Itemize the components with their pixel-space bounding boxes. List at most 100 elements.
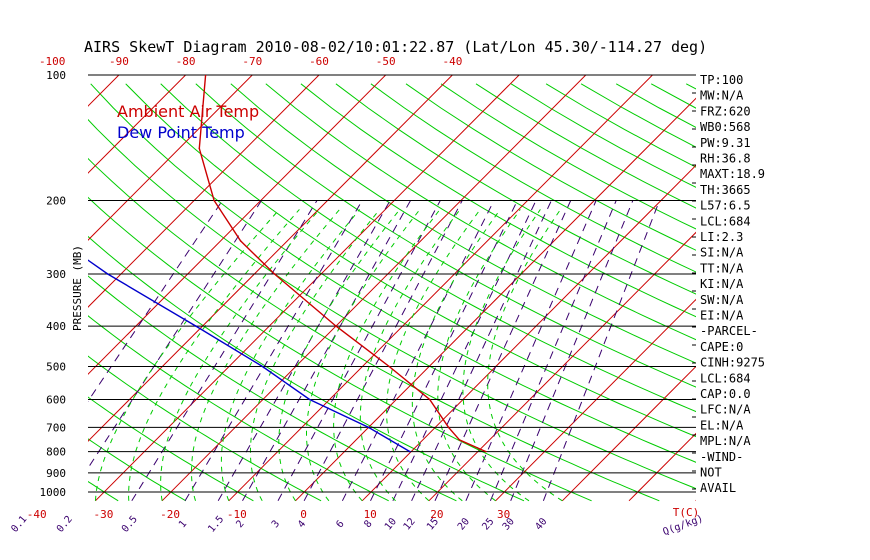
mixing-ratio-tick-label: 12 [402,516,418,532]
dry-adiabat-line [88,480,119,502]
dry-adiabat-line [475,83,696,209]
bottom-temp-tick-label: -30 [93,508,113,521]
isotherm-line [428,231,696,502]
dry-adiabat-line [88,275,457,502]
dry-adiabat-line [195,83,696,388]
temp-data-point [213,199,215,202]
pressure-tick-label: 600 [46,394,66,407]
index-entry: MPL:N/A [700,434,751,448]
dry-adiabat-line [88,157,660,502]
moist-adiabat-line [462,209,541,502]
temp-data-point [388,365,391,368]
dry-adiabat-line [335,83,696,295]
index-entry: KI:N/A [700,277,744,291]
pressure-tick-label: 400 [46,320,66,333]
mixing-ratio-tick-label: 6 [334,519,346,531]
moist-adiabat-line [487,209,563,502]
index-entry: TT:N/A [700,261,744,275]
dewpoint-data-point [195,325,197,327]
index-entry: FRZ:620 [700,104,751,118]
index-entry: TH:3665 [700,183,751,197]
top-temp-tick-label: -50 [376,55,396,68]
mixing-ratio-tick-label: 4 [296,519,308,531]
index-entry: EI:N/A [700,309,744,323]
pressure-tick-label: 300 [46,268,66,281]
mixing-ratio-tick-label: 10 [383,516,399,532]
mixing-ratio-line [184,200,363,502]
pressure-tick-label: 200 [46,195,66,208]
moist-adiabat-line [437,209,521,502]
dry-adiabat-line [88,315,389,502]
bottom-temp-tick-label: 20 [430,508,443,521]
index-entry: WB0:568 [700,120,751,134]
isotherm-line [88,75,253,241]
mixing-ratio-tick-label: 40 [533,516,549,532]
moist-adiabat-line [249,209,381,502]
dry-adiabat-line [300,83,696,318]
pressure-tick-label: 900 [46,467,66,480]
moist-adiabat-line [128,209,300,501]
dewpoint-data-point [308,398,311,401]
temp-data-point [198,147,201,150]
top-temp-tick-label: -70 [242,55,262,68]
pressure-tick-label: 500 [46,361,66,374]
isotherm-line [495,298,696,502]
mixing-ratio-line [217,200,391,502]
dry-adiabat-line [826,84,870,501]
dry-adiabat-line [88,438,187,502]
mixing-ratio-line [131,200,318,502]
index-entry: CINH:9275 [700,356,765,370]
index-entry: CAPE:0 [700,340,743,354]
mixing-ratio-line [411,200,552,502]
mixing-ratio-tick-label: 0.2 [55,514,75,535]
top-temp-tick-label: -40 [442,55,462,68]
dry-adiabat-line [90,83,696,463]
top-temp-tick-label: -100 [39,55,66,68]
dewpoint-data-point [106,273,109,275]
dry-adiabat-line [861,84,870,501]
tick-layer: 1002003004005006007008009001000PRESSURE … [9,55,704,538]
index-entry: TP:100 [700,73,743,87]
dry-adiabat-line [230,83,696,364]
temp-data-point [485,450,487,453]
moist-adiabat-line [385,209,481,502]
dry-adiabat-line [88,118,696,490]
dry-adiabat-line [370,83,696,273]
mixing-ratio-line [489,200,617,501]
y-axis-label: PRESSURE (MB) [71,245,84,331]
index-entry: LI:2.3 [700,230,743,244]
dry-adiabat-line [125,83,696,438]
mixing-ratio-line [341,200,495,502]
temp-data-point [428,398,431,401]
isotherm-line [295,97,696,502]
mixing-ratio-tick-label: 8 [362,519,374,531]
dewpoint-data-point [60,240,62,242]
dewpoint-data-point [261,365,264,368]
temp-data-point [239,240,242,242]
dry-adiabat-line [265,83,696,341]
index-entry: LFC:N/A [700,403,751,417]
moist-adiabat-line [220,209,361,501]
top-temp-tick-label: -80 [176,55,196,68]
index-entry: SI:N/A [700,246,744,260]
x-axis-label: T(C) [673,506,700,519]
index-entry: -WIND- [700,450,743,464]
top-temp-tick-label: -60 [309,55,329,68]
dry-adiabat-line [791,84,870,501]
isotherm-line [228,75,654,502]
dry-adiabat-line [756,84,870,501]
index-entry: MW:N/A [700,89,744,103]
moist-adiabat-line [278,209,401,502]
dewpoint-data-point [33,200,35,202]
temp-data-point [273,273,276,275]
dry-adiabat-line [88,355,322,502]
isotherm-line [561,365,696,502]
mixing-ratio-tick-label: 1 [177,519,189,531]
index-entry: CAP:0.0 [700,387,751,401]
index-entry: EL:N/A [700,418,744,432]
isotherm-line [88,75,454,442]
moist-adiabat-line [411,209,501,502]
top-temp-tick-label: -90 [109,55,129,68]
